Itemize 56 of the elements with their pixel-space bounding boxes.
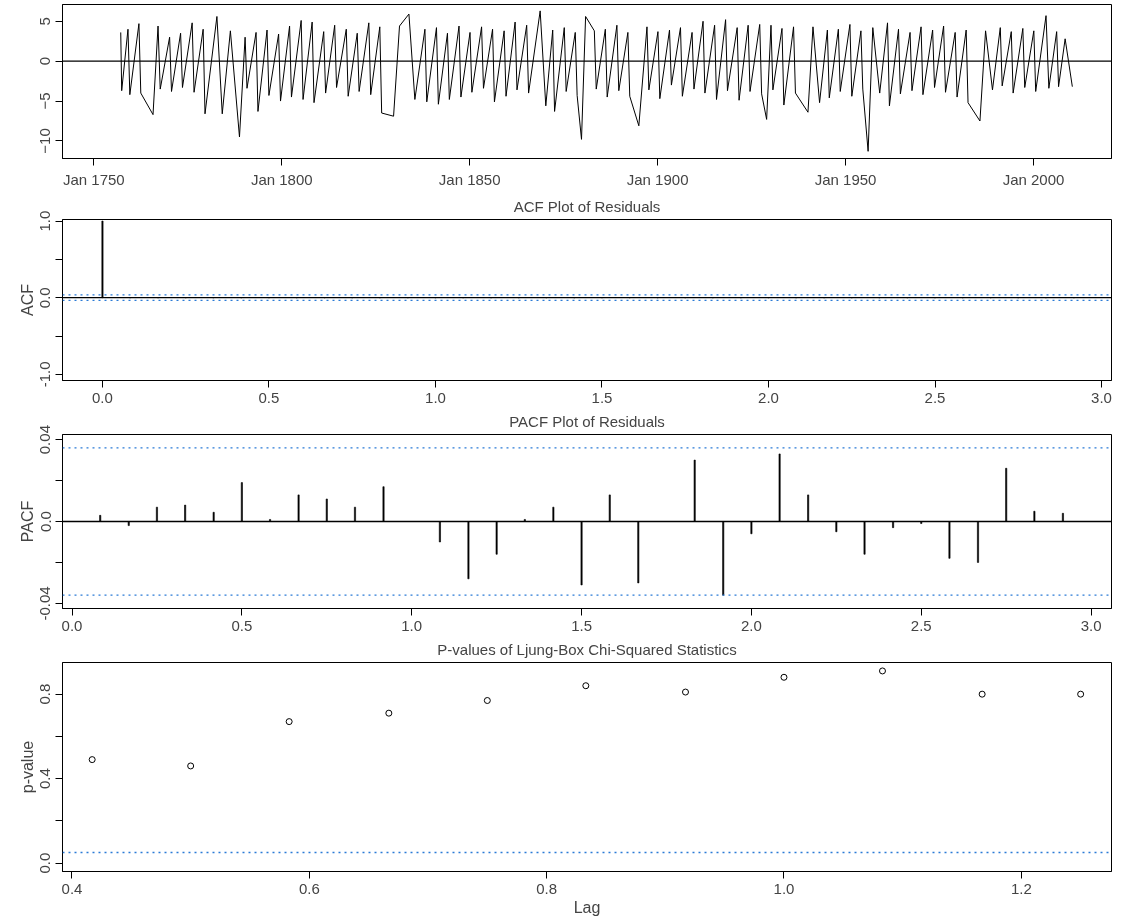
y-tick-label: 0.0 — [36, 511, 54, 532]
y-tick-label: -1.0 — [36, 361, 54, 388]
x-tick-label: 1.2 — [1010, 879, 1032, 897]
x-tick-label: 0.5 — [258, 388, 280, 406]
x-tick-label: 2.5 — [910, 616, 932, 634]
x-tick-label: 1.5 — [591, 388, 613, 406]
point — [681, 688, 689, 696]
y-tick-label: −10 — [36, 128, 54, 154]
point — [780, 673, 788, 681]
x-tick-label: 0.6 — [298, 879, 320, 897]
y-axis-title: p-value — [18, 740, 36, 794]
point — [878, 667, 886, 675]
chart-title: ACF Plot of Residuals — [513, 197, 661, 215]
point — [1077, 690, 1085, 698]
x-tick-label: 0.0 — [92, 388, 113, 406]
point — [385, 709, 393, 717]
chart-title: P-values of Ljung-Box Chi-Squared Statistics — [437, 640, 737, 658]
x-tick-label: 1.5 — [571, 616, 592, 634]
y-tick-label: 0.0 — [36, 852, 54, 874]
y-tick-label: -0.04 — [36, 586, 54, 621]
y-axis-title: ACF — [18, 283, 36, 316]
x-tick-label: Jan 1850 — [438, 170, 501, 188]
x-tick-label: 3.0 — [1080, 616, 1102, 634]
point — [88, 756, 96, 764]
x-tick-label: Jan 1750 — [62, 170, 125, 188]
x-tick-label: 1.0 — [401, 616, 423, 634]
x-tick-label: Jan 1800 — [250, 170, 313, 188]
x-tick-label: 1.0 — [425, 388, 446, 406]
y-tick-label: 1.0 — [36, 210, 54, 232]
y-tick-label: 0.4 — [36, 768, 54, 790]
x-tick-label: 0.5 — [231, 616, 253, 634]
point — [285, 718, 293, 726]
x-tick-label: 0.0 — [61, 616, 83, 634]
x-tick-label: Jan 1900 — [626, 170, 689, 188]
point — [483, 697, 491, 704]
y-tick-label: 0 — [36, 56, 54, 66]
point — [582, 682, 590, 690]
x-tick-label: 0.8 — [536, 879, 558, 897]
y-tick-label: −5 — [36, 92, 54, 110]
y-axis-title: PACF — [18, 500, 36, 543]
x-tick-label: Jan 1950 — [814, 170, 877, 188]
y-tick-label: 0.04 — [36, 425, 54, 455]
x-tick-label: 0.4 — [61, 879, 83, 897]
chart-title: PACF Plot of Residuals — [509, 412, 665, 430]
x-tick-label: 2.5 — [924, 388, 946, 406]
x-tick-label: Jan 2000 — [1002, 170, 1065, 188]
x-tick-label: 2.0 — [740, 616, 762, 634]
x-tick-label: 1.0 — [773, 879, 795, 897]
y-tick-label: 0.8 — [36, 683, 54, 705]
y-tick-label: 5 — [36, 17, 54, 26]
x-tick-label: 2.0 — [758, 388, 779, 406]
x-axis-title: Lag — [573, 898, 601, 916]
x-tick-label: 3.0 — [1091, 388, 1112, 406]
y-tick-label: 0.0 — [36, 287, 54, 309]
point — [978, 690, 986, 698]
point — [187, 762, 195, 770]
